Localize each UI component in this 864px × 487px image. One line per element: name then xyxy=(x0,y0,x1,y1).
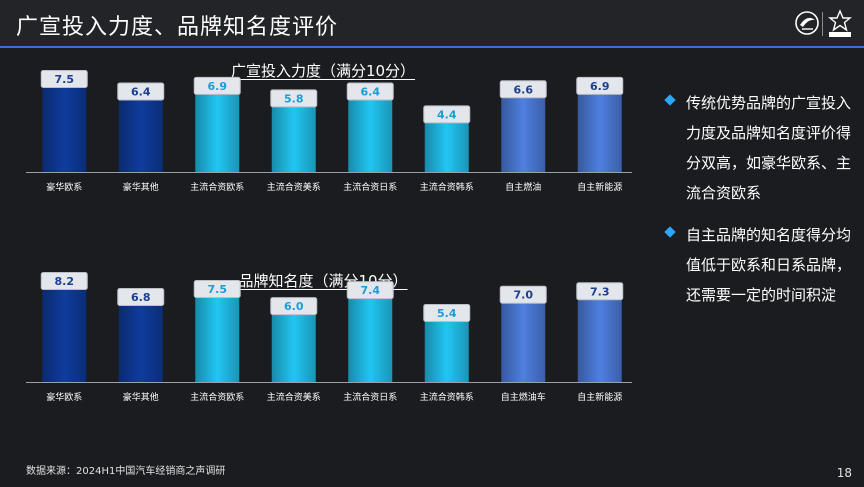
bullet-list: 传统优势品牌的广宣投入力度及品牌知名度评价得分双高，如豪华欧系、主流合资欧系 自… xyxy=(664,88,854,322)
value-label: 6.4 xyxy=(361,86,381,99)
category-label: 主流合资欧系 xyxy=(190,181,244,193)
value-label: 5.4 xyxy=(437,307,457,320)
value-label: 6.9 xyxy=(590,80,610,93)
category-label: 主流合资日系 xyxy=(343,391,397,403)
category-label: 主流合资韩系 xyxy=(420,391,474,403)
value-label: 8.2 xyxy=(55,275,75,288)
value-label: 6.8 xyxy=(131,291,151,304)
bar xyxy=(348,99,393,172)
value-label-box xyxy=(193,76,241,95)
bullet-item: 传统优势品牌的广宣投入力度及品牌知名度评价得分双高，如豪华欧系、主流合资欧系 xyxy=(664,88,854,208)
bullet-text: 传统优势品牌的广宣投入力度及品牌知名度评价得分双高，如豪华欧系、主流合资欧系 xyxy=(686,94,852,202)
value-label-box xyxy=(423,303,471,322)
data-source-note: 数据来源：2024H1中国汽车经销商之声调研 xyxy=(26,466,226,477)
value-label-box xyxy=(423,105,471,124)
category-label: 自主燃油 xyxy=(505,181,541,193)
ad-investment-bars: 7.5 豪华欧系 6.4 豪华其他 6.9 主流合资欧系 5.8 主流合资美系 6.4 主流合资日… xyxy=(26,70,632,193)
value-label: 5.8 xyxy=(284,92,304,105)
company-logo-icon xyxy=(795,11,819,35)
value-label-box xyxy=(117,82,165,101)
bar xyxy=(118,304,163,382)
bullet-item: 自主品牌的知名度得分均值低于欧系和日系品牌，还需要一定的时间积淀 xyxy=(664,220,854,310)
value-label-box xyxy=(40,70,88,88)
bar xyxy=(348,297,393,382)
category-label: 主流合资欧系 xyxy=(190,391,244,403)
bar xyxy=(118,99,163,172)
bar xyxy=(195,93,240,172)
bar xyxy=(271,105,316,172)
category-label: 主流合资美系 xyxy=(267,391,321,403)
bar xyxy=(577,93,622,172)
bullet-text: 自主品牌的知名度得分均值低于欧系和日系品牌，还需要一定的时间积淀 xyxy=(686,226,852,304)
category-label: 主流合资韩系 xyxy=(420,181,474,193)
value-label-box xyxy=(499,80,547,99)
category-label: 主流合资日系 xyxy=(343,181,397,193)
slide-header: 广宣投入力度、品牌知名度评价 xyxy=(0,0,864,48)
category-label: 豪华其他 xyxy=(123,391,159,403)
category-label: 豪华欧系 xyxy=(46,181,82,193)
bar xyxy=(501,302,546,382)
chart-title: 广宣投入力度（满分10分） xyxy=(230,62,416,80)
ad-investment-chart: 广宣投入力度（满分10分） 7.5 豪华欧系 6.4 豪华其他 6.9 主流合资欧系 5.8… xyxy=(14,60,632,226)
category-label: 主流合资美系 xyxy=(267,181,321,193)
value-label-box xyxy=(576,282,624,301)
bar xyxy=(424,320,469,382)
bar xyxy=(42,288,87,382)
category-label: 自主燃油车 xyxy=(501,391,546,403)
value-label: 6.0 xyxy=(284,300,304,313)
brand-awareness-chart: 品牌知名度（满分10分） 8.2 豪华欧系 6.8 豪华其他 7.5 主流合资欧系 6.0 主… xyxy=(14,270,632,436)
value-label-box xyxy=(40,272,88,291)
value-label-box xyxy=(346,82,394,101)
value-label-box xyxy=(576,76,624,95)
value-label: 6.4 xyxy=(131,86,151,99)
category-label: 豪华欧系 xyxy=(46,391,82,403)
logo-divider xyxy=(822,12,823,36)
value-label-box xyxy=(193,280,241,298)
value-label: 4.4 xyxy=(437,108,457,121)
value-label: 7.0 xyxy=(514,289,534,302)
value-label-box xyxy=(346,281,394,300)
bar xyxy=(424,121,469,172)
brand-awareness-bars: 8.2 豪华欧系 6.8 豪华其他 7.5 主流合资欧系 6.0 主流合资美系 7.4 主流合资日… xyxy=(26,272,632,403)
slide-title: 广宣投入力度、品牌知名度评价 xyxy=(16,15,339,40)
bar xyxy=(501,96,546,172)
bar xyxy=(271,313,316,382)
value-label: 6.6 xyxy=(514,83,534,96)
category-label: 自主新能源 xyxy=(577,181,622,193)
category-label: 自主新能源 xyxy=(577,391,622,403)
value-label-box xyxy=(270,89,318,108)
value-label-box xyxy=(270,297,318,316)
page-number: 18 xyxy=(836,466,852,480)
diamond-bullet-icon xyxy=(664,94,676,106)
bar xyxy=(195,296,240,382)
value-label: 7.3 xyxy=(590,285,610,298)
value-label-box xyxy=(499,285,547,304)
category-label: 豪华其他 xyxy=(123,181,159,193)
cadc-logo-icon xyxy=(828,9,852,37)
value-label: 6.9 xyxy=(208,80,228,93)
value-label-box xyxy=(117,287,165,306)
value-label: 7.5 xyxy=(55,73,75,86)
value-label: 7.5 xyxy=(208,283,228,296)
value-label: 7.4 xyxy=(361,284,381,297)
bar xyxy=(577,298,622,382)
bar xyxy=(42,86,87,172)
diamond-bullet-icon xyxy=(664,226,676,238)
